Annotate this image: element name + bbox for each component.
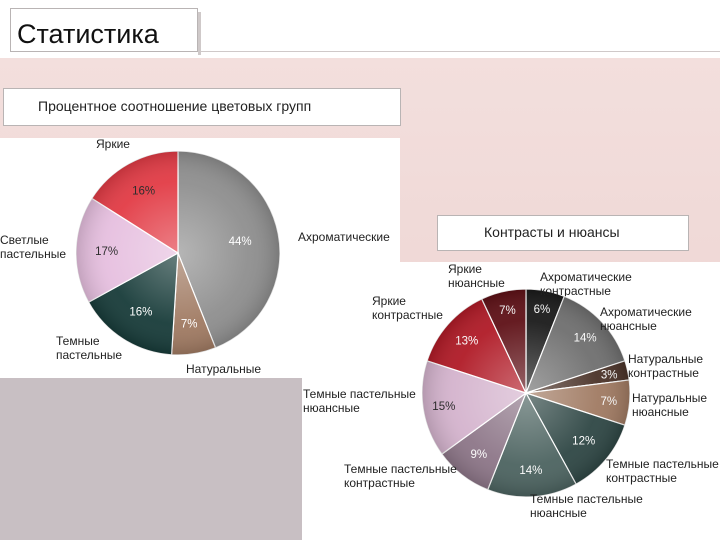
slice-percent-label: 15% <box>432 401 455 413</box>
slice-percent-label: 17% <box>95 246 118 258</box>
slice-percent-label: 7% <box>499 305 516 317</box>
slice-category-label: Ахроматические контрастные <box>540 270 632 298</box>
slice-category-label: Натуральные <box>186 362 261 376</box>
subtitle-left: Процентное соотношение цветовых групп <box>38 98 312 114</box>
background-block <box>0 378 302 540</box>
subtitle-box-right: Контрасты и нюансы <box>437 215 689 251</box>
pie-chart-color-groups: 44% Ахроматические 7% Натуральные 16% Темные п… <box>0 137 390 376</box>
slice-category-label: Темные пастельные нюансные <box>530 492 643 520</box>
title-box: Статистика <box>10 8 201 55</box>
slice-percent-label: 16% <box>132 185 155 197</box>
slice-category-label: Ахроматические нюансные <box>600 305 692 333</box>
pie-chart-contrasts-nuances: 6%Ахроматические контрастные14%Ахроматиче… <box>303 262 719 520</box>
slice-percent-label: 12% <box>572 436 595 448</box>
slice-category-label: Натуральные контрастные <box>628 352 703 380</box>
slice-category-label: Темные пастельные контрастные <box>606 457 719 485</box>
slice-percent-label: 14% <box>574 332 597 344</box>
page-title: Статистика <box>17 19 159 49</box>
slice-percent-label: 44% <box>229 236 252 248</box>
slice-category-label: Ахроматические <box>298 230 390 244</box>
slice-percent-label: 7% <box>601 396 618 408</box>
subtitle-right: Контрасты и нюансы <box>484 224 620 240</box>
slice-category-label: Яркие <box>96 137 130 151</box>
slice-category-label: Светлые пастельные <box>0 233 66 261</box>
slice-percent-label: 3% <box>601 369 618 381</box>
slice-category-label: Темные пастельные нюансные <box>303 387 416 415</box>
slice-percent-label: 9% <box>471 449 488 461</box>
subtitle-box-left: Процентное соотношение цветовых групп <box>3 88 401 126</box>
slice-category-label: Яркие контрастные <box>372 294 443 322</box>
title-divider <box>198 51 720 52</box>
slice-percent-label: 7% <box>181 319 198 331</box>
slice-category-label: Темные пастельные <box>56 334 122 362</box>
slice-category-label: Яркие нюансные <box>448 262 505 290</box>
slice-percent-label: 16% <box>129 307 152 319</box>
slice-percent-label: 6% <box>534 304 551 316</box>
slice-percent-label: 13% <box>455 336 478 348</box>
slice-percent-label: 14% <box>519 465 542 477</box>
slice-category-label: Натуральные нюансные <box>632 391 707 419</box>
slice-category-label: Темные пастельные контрастные <box>344 462 457 490</box>
